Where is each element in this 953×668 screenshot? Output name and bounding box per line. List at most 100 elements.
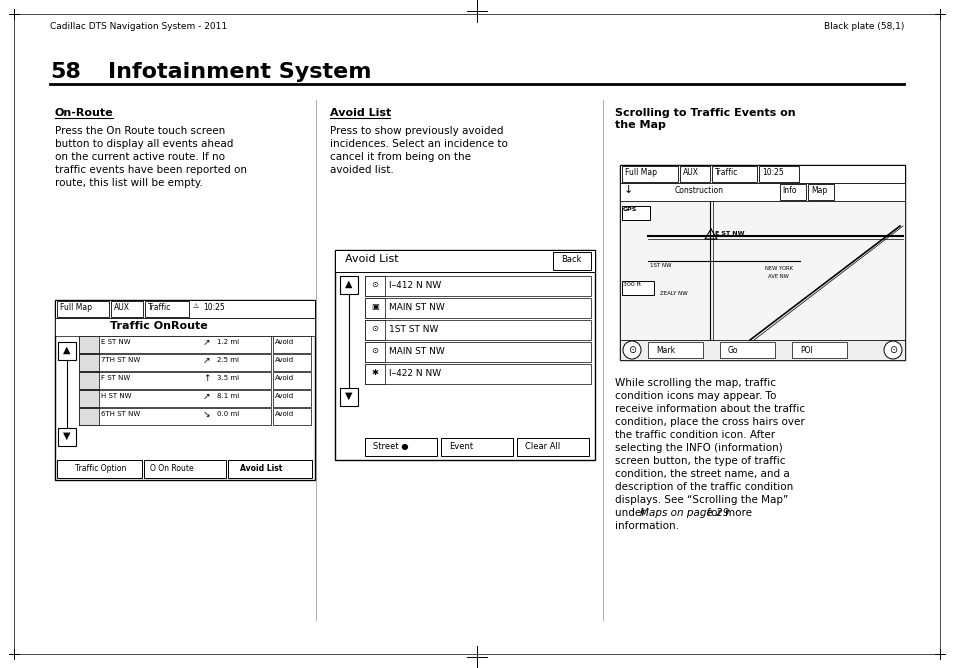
Text: cancel it from being on the: cancel it from being on the — [330, 152, 471, 162]
Text: Info: Info — [781, 186, 796, 195]
Text: ↘: ↘ — [203, 410, 211, 419]
Bar — [273, 336, 311, 353]
Text: 6TH ST NW: 6TH ST NW — [101, 411, 140, 417]
Text: Map: Map — [810, 186, 826, 195]
Text: AUX: AUX — [113, 303, 130, 312]
Bar — [619, 340, 904, 360]
Bar — [621, 206, 649, 220]
Bar — [619, 165, 904, 360]
Bar — [58, 342, 76, 360]
Text: Clear All: Clear All — [524, 442, 559, 451]
Bar — [111, 301, 143, 317]
Text: ✱: ✱ — [371, 368, 378, 377]
Text: 300 ft: 300 ft — [622, 282, 640, 287]
Text: ▲: ▲ — [63, 345, 71, 355]
Bar — [619, 183, 904, 201]
Text: Press to show previously avoided: Press to show previously avoided — [330, 126, 503, 136]
Text: I–422 N NW: I–422 N NW — [389, 369, 440, 378]
Bar — [365, 342, 590, 362]
Text: displays. See “Scrolling the Map”: displays. See “Scrolling the Map” — [615, 495, 787, 505]
Text: Traffic OnRoute: Traffic OnRoute — [110, 321, 208, 331]
Text: ⊙: ⊙ — [371, 324, 378, 333]
Bar — [365, 298, 590, 318]
Bar — [365, 320, 590, 340]
Text: 1ST NW: 1ST NW — [649, 263, 671, 268]
Text: ⊙: ⊙ — [371, 346, 378, 355]
Text: ▲: ▲ — [345, 279, 353, 289]
Text: ▼: ▼ — [345, 391, 353, 401]
Bar — [365, 276, 590, 296]
Text: AUX: AUX — [682, 168, 699, 177]
Text: Construction: Construction — [675, 186, 723, 195]
Bar — [79, 354, 271, 371]
Text: Maps on page 29: Maps on page 29 — [639, 508, 728, 518]
Bar — [720, 342, 774, 358]
Text: under: under — [615, 508, 648, 518]
Text: Avoid: Avoid — [274, 357, 294, 363]
Bar — [807, 184, 833, 200]
Text: route, this list will be empty.: route, this list will be empty. — [55, 178, 203, 188]
Text: 0.0 mi: 0.0 mi — [216, 411, 239, 417]
Text: condition, place the cross hairs over: condition, place the cross hairs over — [615, 417, 804, 427]
Text: MAIN ST NW: MAIN ST NW — [389, 347, 444, 356]
Bar — [335, 250, 595, 460]
Text: H ST NW: H ST NW — [101, 393, 132, 399]
Bar — [339, 276, 357, 294]
Text: condition, the street name, and a: condition, the street name, and a — [615, 469, 789, 479]
Circle shape — [883, 341, 901, 359]
Bar — [55, 300, 314, 480]
Text: 1.2 mi: 1.2 mi — [216, 339, 239, 345]
Bar — [58, 428, 76, 446]
Text: Mark: Mark — [656, 346, 675, 355]
Text: Avoid List: Avoid List — [240, 464, 282, 473]
Bar — [228, 460, 312, 478]
Text: avoided list.: avoided list. — [330, 165, 394, 175]
Text: Traffic: Traffic — [714, 168, 738, 177]
Bar — [679, 166, 709, 182]
Bar — [365, 320, 385, 340]
Text: ⚠: ⚠ — [193, 303, 199, 309]
Text: Traffic Option: Traffic Option — [75, 464, 126, 473]
Text: On-Route: On-Route — [55, 108, 113, 118]
Text: ⊙: ⊙ — [627, 345, 636, 355]
Text: Press the On Route touch screen: Press the On Route touch screen — [55, 126, 225, 136]
Text: O On Route: O On Route — [150, 464, 193, 473]
Text: ↑: ↑ — [203, 374, 211, 383]
Bar — [55, 300, 314, 318]
Bar — [273, 390, 311, 407]
Circle shape — [622, 341, 640, 359]
Text: on the current active route. If no: on the current active route. If no — [55, 152, 225, 162]
Text: Full Map: Full Map — [624, 168, 657, 177]
Text: receive information about the traffic: receive information about the traffic — [615, 404, 804, 414]
Text: the traffic condition icon. After: the traffic condition icon. After — [615, 430, 774, 440]
Text: Event: Event — [449, 442, 473, 451]
Text: ↗: ↗ — [203, 338, 211, 347]
Text: Black plate (58,1): Black plate (58,1) — [822, 22, 903, 31]
Bar — [365, 364, 385, 384]
Text: 2.5 mi: 2.5 mi — [216, 357, 239, 363]
Text: ⊙: ⊙ — [371, 280, 378, 289]
Text: Scrolling to Traffic Events on: Scrolling to Traffic Events on — [615, 108, 795, 118]
Text: AVE NW: AVE NW — [767, 274, 788, 279]
Text: Back: Back — [560, 255, 581, 264]
Text: Avoid: Avoid — [274, 393, 294, 399]
Bar — [365, 438, 436, 456]
Text: E ST NW: E ST NW — [101, 339, 131, 345]
Bar — [273, 372, 311, 389]
Text: ↗: ↗ — [203, 392, 211, 401]
Bar — [619, 201, 904, 340]
Text: information.: information. — [615, 521, 679, 531]
Text: Cadillac DTS Navigation System - 2011: Cadillac DTS Navigation System - 2011 — [50, 22, 227, 31]
Bar — [621, 166, 678, 182]
Text: Avoid List: Avoid List — [330, 108, 391, 118]
Bar — [57, 301, 109, 317]
Text: 58: 58 — [50, 62, 81, 82]
Text: 7TH ST NW: 7TH ST NW — [101, 357, 140, 363]
Bar — [791, 342, 846, 358]
Bar — [273, 354, 311, 371]
Bar — [273, 408, 311, 425]
Bar — [57, 460, 142, 478]
Text: condition icons may appear. To: condition icons may appear. To — [615, 391, 776, 401]
Text: 1ST ST NW: 1ST ST NW — [389, 325, 438, 334]
Text: selecting the INFO (information): selecting the INFO (information) — [615, 443, 781, 453]
